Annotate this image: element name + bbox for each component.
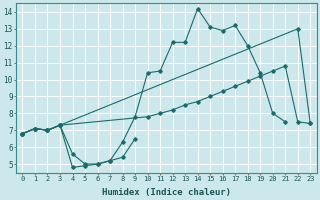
- X-axis label: Humidex (Indice chaleur): Humidex (Indice chaleur): [102, 188, 231, 197]
